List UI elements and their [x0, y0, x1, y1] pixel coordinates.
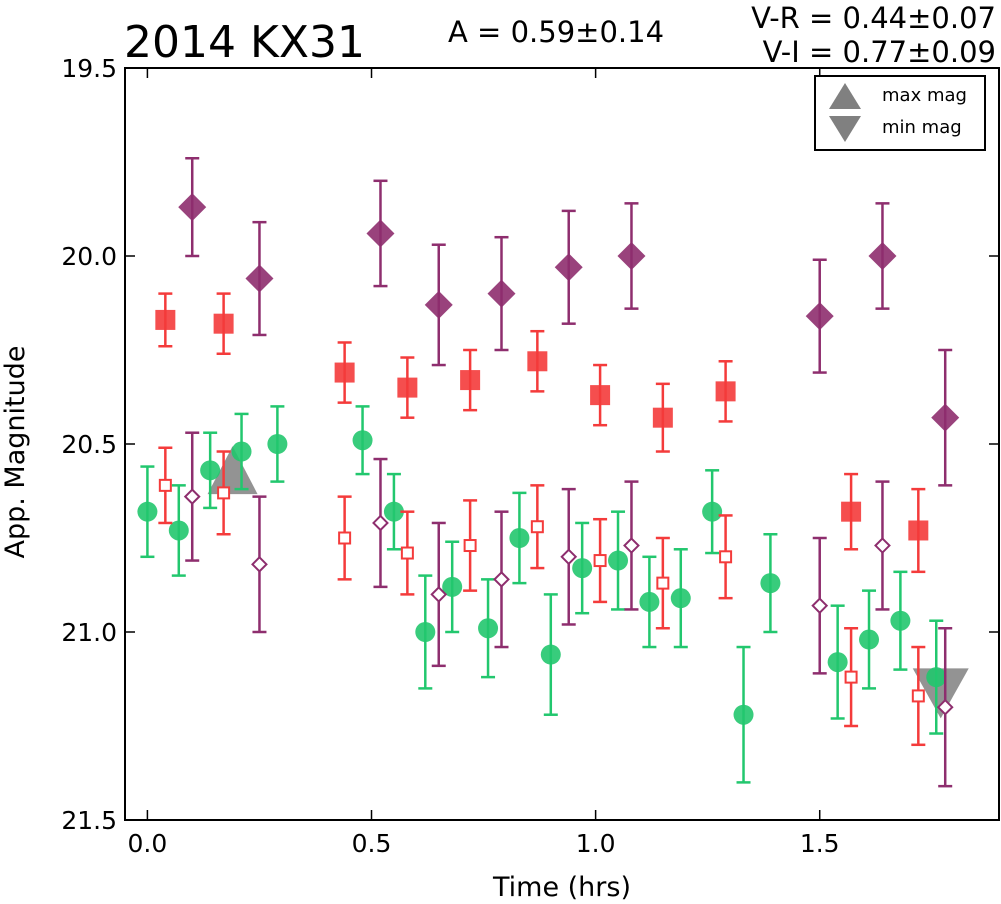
red_filled_squares-point — [527, 351, 548, 372]
red_open_squares-point — [463, 539, 477, 553]
red_open_squares-point — [338, 531, 352, 545]
y-axis-label: App. Magnitude — [0, 346, 31, 559]
legend-max-mag-label: max mag — [882, 85, 967, 106]
red_open_squares-point — [719, 550, 733, 564]
green_circles-point — [442, 576, 463, 597]
red_filled_squares-point — [652, 407, 673, 428]
max_mag-point — [207, 446, 258, 495]
purple_open_diamonds-point — [623, 537, 640, 554]
y-tick-label: 21.5 — [61, 806, 117, 835]
green_circles-point — [926, 667, 947, 688]
red_open_squares-point — [656, 576, 670, 590]
green_circles-point — [267, 434, 288, 454]
red_filled_squares-point — [590, 385, 611, 406]
purple_filled_diamonds-point — [245, 264, 274, 293]
green_circles-point — [231, 441, 252, 462]
chart-title: 2014 KX31 — [124, 17, 365, 68]
green_circles-point — [478, 618, 499, 639]
x-tick-label: 0.0 — [128, 829, 168, 858]
red_open_squares-point — [844, 670, 858, 684]
purple_filled_diamonds-point — [554, 253, 583, 282]
purple_open_diamonds-point — [811, 597, 829, 615]
x-tick-label: 0.5 — [352, 829, 392, 858]
purple_filled_diamonds-point — [617, 242, 646, 270]
green_circles-point — [168, 520, 189, 541]
x-tick-label: 1.5 — [800, 829, 840, 858]
red_open_squares-point — [400, 546, 414, 560]
y-tick-label: 20.5 — [61, 430, 117, 459]
red_filled_squares-point — [715, 381, 736, 402]
red_open_squares-point — [593, 554, 607, 568]
plot-frame — [124, 67, 1000, 821]
purple_filled_diamonds-point — [424, 290, 453, 319]
purple_open_diamonds-point — [493, 570, 510, 588]
y-tick-label: 19.5 — [61, 54, 117, 83]
purple_filled_diamonds-point — [931, 403, 960, 432]
purple_open_diamonds-point — [251, 555, 268, 573]
data-marks — [137, 156, 969, 788]
axis-ticks: 0.0 0.5 1.0 1.5 19.5 20.0 20.5 21.0 21.5 — [61, 54, 999, 858]
green_circles-point — [509, 528, 530, 548]
purple_open_diamonds-point — [183, 488, 201, 506]
red_open_squares-point — [217, 486, 231, 500]
legend-max-mag-icon — [829, 83, 861, 109]
red_open_squares-point — [158, 478, 172, 492]
green_circles-point — [352, 430, 373, 451]
red_filled_squares-point — [908, 520, 929, 541]
purple_open_diamonds-point — [874, 537, 891, 554]
red_filled_squares-point — [841, 501, 862, 522]
red_filled_squares-point — [397, 377, 418, 398]
v-r-annotation: V-R = 0.44±0.07 — [751, 1, 996, 35]
amplitude-annotation: A = 0.59±0.14 — [448, 15, 664, 49]
green_circles-point — [670, 588, 691, 609]
purple_filled_diamonds-point — [868, 242, 897, 270]
purple_open_diamonds-point — [430, 585, 448, 603]
legend: max mag min mag — [814, 75, 986, 151]
red_filled_squares-point — [334, 362, 355, 383]
red_open_squares-point — [911, 689, 925, 703]
purple_filled_diamonds-point — [178, 193, 207, 222]
legend-min-mag-label: min mag — [882, 117, 962, 138]
green_circles-point — [702, 501, 723, 522]
green_circles-point — [859, 629, 880, 650]
x-tick-label: 1.0 — [576, 829, 616, 858]
legend-min-mag-icon — [829, 116, 861, 142]
green_circles-point — [540, 644, 561, 665]
purple_open_diamonds-point — [372, 514, 389, 532]
green_circles-point — [890, 610, 911, 631]
green_circles-point — [572, 558, 593, 579]
green_circles-point — [827, 652, 848, 673]
purple_filled_diamonds-point — [805, 302, 834, 331]
y-tick-label: 21.0 — [61, 618, 117, 647]
x-axis-label: Time (hrs) — [492, 872, 631, 903]
green_circles-point — [760, 573, 781, 594]
purple_open_diamonds-point — [560, 548, 578, 566]
green_circles-point — [639, 591, 660, 612]
green_circles-point — [200, 460, 221, 481]
min_mag-point — [912, 668, 969, 719]
red_filled_squares-point — [213, 313, 234, 334]
green_circles-point — [383, 501, 404, 522]
y-tick-label: 20.0 — [61, 242, 117, 271]
purple_open_diamonds-point — [936, 698, 954, 716]
green_circles-point — [733, 704, 754, 725]
red_open_squares-point — [530, 520, 544, 534]
purple_filled_diamonds-point — [487, 279, 516, 308]
purple_filled_diamonds-point — [366, 219, 395, 248]
green_circles-point — [415, 622, 436, 642]
green_circles-point — [137, 501, 158, 522]
v-i-annotation: V-I = 0.77±0.09 — [763, 35, 996, 69]
red_filled_squares-point — [460, 370, 481, 391]
red_filled_squares-point — [155, 309, 176, 330]
green_circles-point — [608, 550, 629, 571]
